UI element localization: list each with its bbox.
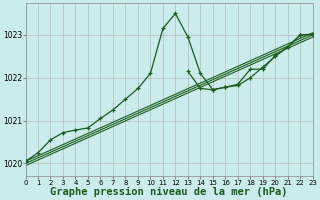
X-axis label: Graphe pression niveau de la mer (hPa): Graphe pression niveau de la mer (hPa) — [50, 187, 288, 197]
